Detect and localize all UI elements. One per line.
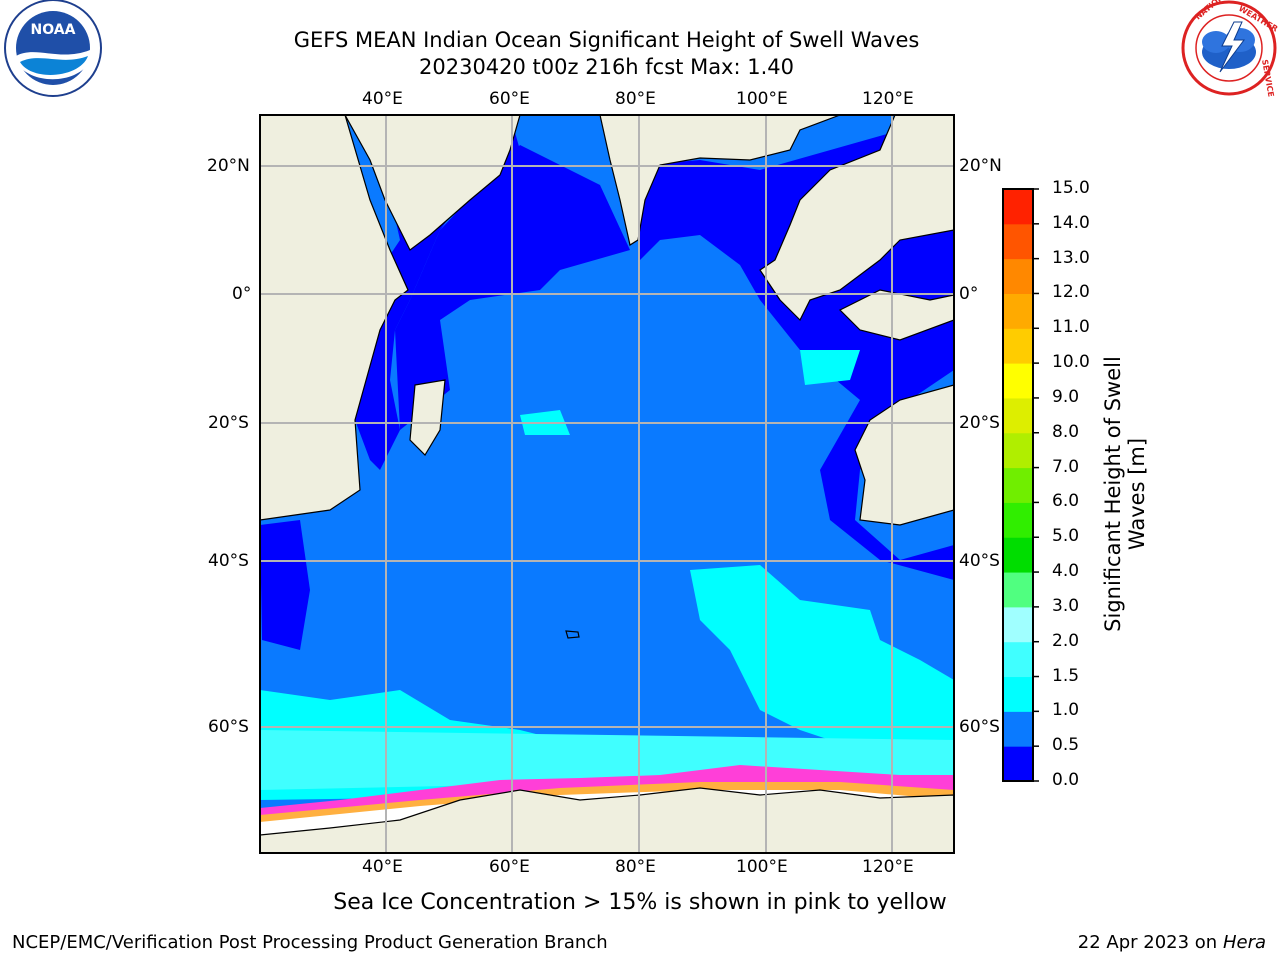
map-subtitle: 20230420 t00z 216h fcst Max: 1.40 [419, 55, 794, 79]
low-swell-bay-of-bengal [640, 160, 770, 265]
colorbar-segment [1003, 397, 1033, 434]
indonesia-land [838, 289, 954, 341]
colorbar-tick-label: 5.0 [1052, 526, 1080, 547]
footer-host: Hera [1222, 932, 1266, 953]
kerguelen-island [565, 630, 580, 639]
colorbar-tick-label: 14.0 [1052, 212, 1090, 233]
lat-tick-right: 0° [959, 284, 979, 304]
footer-org: NCEP/EMC/Verification Post Processing Pr… [12, 932, 608, 953]
colorbar-tick-label: 10.0 [1052, 352, 1090, 373]
colorbar-tick-label: 2.0 [1052, 630, 1080, 651]
lon-tick-top: 100°E [736, 89, 788, 109]
lat-tick-left: 20°N [207, 156, 250, 176]
noaa-logo-text: NOAA [31, 22, 76, 38]
lon-tick-top: 60°E [489, 89, 530, 109]
lon-tick-bottom: 40°E [362, 857, 403, 877]
colorbar-segment [1003, 606, 1033, 643]
colorbar-tick-label: 4.0 [1052, 561, 1080, 582]
colorbar-tick-label: 8.0 [1052, 421, 1080, 442]
madagascar-land [409, 379, 446, 456]
colorbar-label-line2: Waves [m] [1125, 437, 1149, 551]
colorbar-tick-label: 0.0 [1052, 770, 1080, 790]
colorbar-segment [1003, 746, 1033, 782]
noaa-logo-icon: NOAA [4, 0, 102, 97]
australia-land [854, 384, 954, 526]
lon-tick-bottom: 120°E [862, 857, 914, 877]
colorbar-segment [1003, 676, 1033, 712]
colorbar-segment [1003, 189, 1033, 225]
lon-tick-top: 120°E [862, 89, 914, 109]
colorbar-tick-label: 12.0 [1052, 282, 1090, 303]
lon-tick-bottom: 100°E [736, 857, 788, 877]
colorbar-segment [1003, 467, 1033, 503]
lat-tick-left: 0° [232, 284, 252, 304]
footer-date-text: 22 Apr 2023 on [1077, 932, 1223, 953]
colorbar-tick-label: 1.5 [1052, 665, 1080, 686]
lat-tick-right: 60°S [959, 717, 1000, 737]
lon-tick-top: 80°E [615, 89, 656, 109]
graticule [260, 115, 954, 853]
colorbar-segment [1003, 328, 1033, 364]
colorbar [1002, 188, 1039, 782]
lat-tick-left: 20°S [208, 413, 249, 433]
colorbar-segment [1003, 223, 1033, 260]
lat-tick-right: 20°S [959, 413, 1000, 433]
lat-tick-left: 40°S [208, 551, 249, 571]
colorbar-segment [1003, 641, 1033, 678]
colorbar-segment [1003, 432, 1033, 469]
footer-date: 22 Apr 2023 on Hera [1078, 932, 1266, 953]
colorbar-tick-label: 9.0 [1052, 386, 1080, 407]
colorbar-segment [1003, 711, 1033, 747]
colorbar-tick-label: 11.0 [1052, 317, 1090, 338]
lon-tick-bottom: 80°E [615, 857, 656, 877]
colorbar-segment [1003, 293, 1033, 329]
colorbar-label-line1: Significant Height of Swell [1101, 356, 1125, 632]
colorbar-segment [1003, 537, 1033, 573]
map-title: GEFS MEAN Indian Ocean Significant Heigh… [293, 28, 920, 52]
colorbar-segment [1003, 363, 1033, 399]
colorbar-tick-label: 7.0 [1052, 456, 1080, 477]
colorbar-frame [1002, 188, 1034, 782]
lat-tick-right: 40°S [959, 551, 1000, 571]
colorbar-segment [1003, 572, 1033, 608]
low-swell-south-africa [260, 520, 310, 650]
colorbar-tick-label: 1.0 [1052, 700, 1080, 721]
africa-land [260, 115, 521, 521]
lat-tick-right: 20°N [959, 156, 1002, 176]
lon-tick-top: 40°E [362, 89, 403, 109]
lat-tick-left: 60°S [208, 717, 249, 737]
nws-logo-icon: NATIONAL WEATHER SERVICE [1181, 0, 1279, 98]
colorbar-tick-label: 3.0 [1052, 595, 1080, 616]
sea-ice-note: Sea Ice Concentration > 15% is shown in … [333, 890, 947, 915]
colorbar-tick-label: 13.0 [1052, 247, 1090, 268]
colorbar-tick-label: 6.0 [1052, 491, 1080, 512]
high-swell-south-central [690, 565, 954, 760]
colorbar-segment [1003, 502, 1033, 538]
colorbar-tick-label: 0.5 [1052, 735, 1080, 756]
high-swell-patch-east [800, 350, 860, 385]
colorbar-tick-label: 15.0 [1052, 178, 1090, 198]
colorbar-segment [1003, 258, 1033, 294]
lon-tick-bottom: 60°E [489, 857, 530, 877]
map-frame [259, 114, 955, 854]
